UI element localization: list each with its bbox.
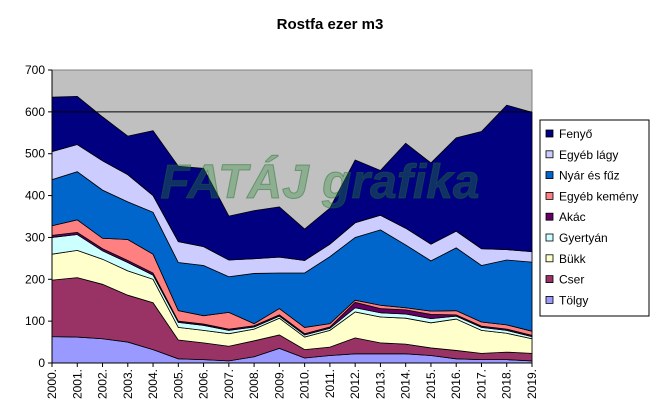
legend-swatch-fenyő (545, 129, 554, 138)
x-tick-label: 2007. (222, 369, 236, 399)
legend-swatch-egyéb-lágy (545, 150, 554, 159)
legend-swatch-akác (545, 212, 554, 221)
x-tick-label: 2011. (323, 369, 337, 398)
x-tick-label: 2004. (146, 369, 160, 399)
legend-label-cser: Cser (559, 273, 584, 287)
x-tick-label: 2003. (121, 369, 135, 399)
y-tick-label: 200 (25, 272, 45, 286)
legend-swatch-nyár-és-fűz (545, 171, 554, 180)
x-tick-label: 2006. (197, 369, 211, 399)
x-tick-label: 2002. (96, 369, 110, 399)
x-tick-label: 2014. (399, 369, 413, 399)
x-tick-label: 2001. (70, 369, 84, 399)
x-tick-label: 2015. (424, 369, 438, 399)
y-tick-label: 600 (25, 105, 45, 119)
legend-label-egyéb-lágy: Egyéb lágy (559, 148, 618, 162)
legend-label-bükk: Bükk (559, 252, 587, 266)
legend-label-akác: Akác (559, 210, 586, 224)
x-tick-label: 2010. (298, 369, 312, 399)
watermark: FATÁJ grafika (160, 155, 479, 209)
legend-label-nyár-és-fűz: Nyár és fűz (559, 169, 620, 183)
x-tick-label: 2009. (272, 369, 286, 399)
x-tick-label: 2013. (373, 369, 387, 399)
x-tick-label: 2017. (474, 369, 488, 399)
y-tick-label: 100 (25, 314, 45, 328)
legend-label-egyéb-kemény: Egyéb kemény (559, 189, 638, 203)
legend-swatch-tölgy (545, 295, 554, 304)
legend-box (539, 119, 650, 317)
x-tick-label: 2016. (449, 369, 463, 399)
legend-swatch-gyertyán (545, 233, 554, 242)
legend-label-tölgy: Tölgy (559, 293, 588, 307)
x-tick-label: 2008. (247, 369, 261, 399)
y-tick-label: 0 (38, 356, 45, 370)
legend-swatch-bükk (545, 254, 554, 263)
y-tick-label: 300 (25, 230, 45, 244)
x-tick-label: 2012. (348, 369, 362, 399)
x-tick-label: 2005. (171, 369, 185, 399)
legend-label-fenyő: Fenyő (559, 127, 593, 141)
y-tick-label: 500 (25, 147, 45, 161)
x-tick-label: 2018. (500, 369, 514, 399)
legend-swatch-cser (545, 275, 554, 284)
y-tick-label: 400 (25, 189, 45, 203)
x-tick-label: 2000. (45, 369, 59, 399)
x-tick-label: 2019. (525, 369, 539, 399)
area-fenyő (51, 95, 533, 261)
y-tick-label: 700 (25, 63, 45, 77)
legend-label-gyertyán: Gyertyán (559, 231, 608, 245)
chart-title: Rostfa ezer m3 (277, 16, 384, 33)
legend-swatch-egyéb-kemény (545, 191, 554, 200)
